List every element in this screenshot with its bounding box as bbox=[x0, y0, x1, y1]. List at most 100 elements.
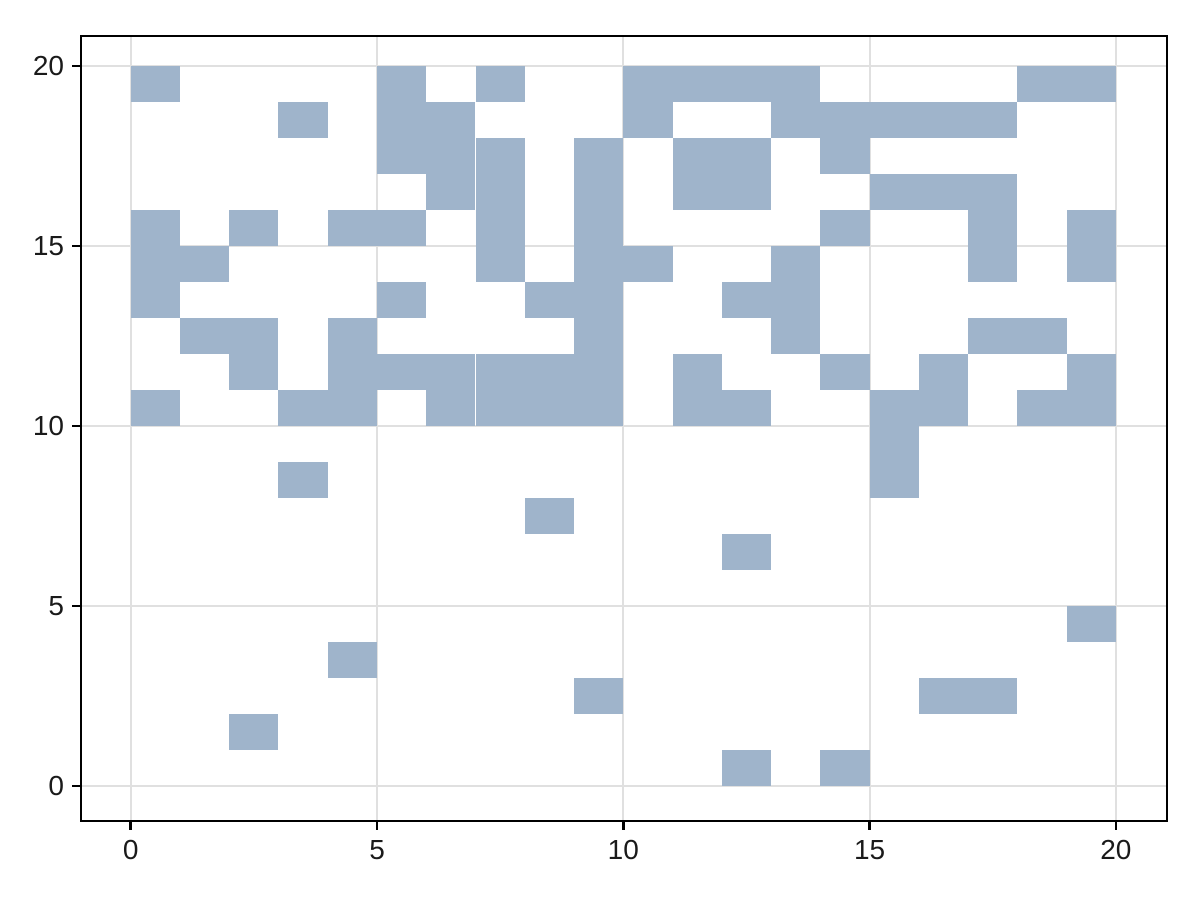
x-tick-mark bbox=[868, 822, 871, 830]
heatmap-cell bbox=[721, 137, 772, 174]
y-tick-label: 5 bbox=[48, 589, 64, 621]
x-tick-label: 20 bbox=[1100, 834, 1132, 865]
heatmap-cell bbox=[229, 353, 279, 390]
heatmap-cell bbox=[376, 353, 427, 390]
heatmap-cell bbox=[820, 209, 870, 246]
heatmap-cell bbox=[475, 389, 525, 426]
heatmap-cell bbox=[574, 281, 624, 318]
heatmap-cell bbox=[524, 389, 574, 426]
heatmap-cell bbox=[278, 101, 328, 138]
heatmap-cell bbox=[918, 389, 969, 426]
heatmap-cell bbox=[130, 65, 180, 102]
heatmap-cell bbox=[820, 137, 870, 174]
heatmap-cell bbox=[574, 677, 624, 714]
heatmap-cell bbox=[623, 245, 673, 282]
heatmap-cell bbox=[130, 389, 180, 426]
heatmap-cell bbox=[376, 209, 427, 246]
heatmap-cell bbox=[1066, 389, 1116, 426]
heatmap-cell bbox=[1017, 317, 1067, 354]
heatmap-cell bbox=[968, 245, 1018, 282]
heatmap-cell bbox=[869, 461, 919, 498]
heatmap-cell bbox=[376, 65, 427, 102]
heatmap-cell bbox=[278, 389, 328, 426]
heatmap-cell bbox=[1017, 65, 1067, 102]
heatmap-cell bbox=[426, 389, 476, 426]
heatmap-cell bbox=[524, 353, 574, 390]
gridline-vertical bbox=[375, 35, 378, 822]
x-tick-mark bbox=[622, 822, 625, 830]
heatmap-cell bbox=[327, 353, 377, 390]
heatmap-cell bbox=[721, 533, 772, 570]
heatmap-cell bbox=[574, 137, 624, 174]
heatmap-cell bbox=[968, 173, 1018, 210]
heatmap-cell bbox=[968, 317, 1018, 354]
heatmap-cell bbox=[771, 317, 821, 354]
heatmap-cell bbox=[327, 641, 377, 678]
heatmap-cell bbox=[918, 353, 969, 390]
heatmap-cell bbox=[130, 209, 180, 246]
x-tick-label: 15 bbox=[853, 834, 886, 865]
y-tick-mark bbox=[72, 784, 80, 788]
heatmap-cell bbox=[918, 173, 969, 210]
x-tick-mark bbox=[1114, 822, 1118, 830]
heatmap-cell bbox=[130, 281, 180, 318]
heatmap-cell bbox=[623, 65, 673, 102]
heatmap-cell bbox=[179, 245, 230, 282]
heatmap-cell bbox=[1066, 65, 1116, 102]
heatmap-cell bbox=[327, 209, 377, 246]
heatmap-cell bbox=[278, 461, 328, 498]
heatmap-cell bbox=[574, 317, 624, 354]
x-tick-label: 0 bbox=[122, 834, 139, 865]
y-tick-label: 20 bbox=[32, 49, 64, 81]
heatmap-cell bbox=[672, 137, 722, 174]
heatmap-cell bbox=[820, 353, 870, 390]
heatmap-cell bbox=[623, 101, 673, 138]
y-tick-label: 0 bbox=[48, 769, 64, 801]
heatmap-cell bbox=[1066, 245, 1116, 282]
heatmap-cell bbox=[672, 65, 722, 102]
heatmap-cell bbox=[869, 425, 919, 462]
heatmap-cell bbox=[869, 389, 919, 426]
gridline-horizontal bbox=[80, 784, 1168, 787]
heatmap-cell bbox=[130, 245, 180, 282]
heatmap-cell bbox=[179, 317, 230, 354]
y-tick-mark bbox=[72, 604, 80, 608]
heatmap-cell bbox=[721, 173, 772, 210]
heatmap-cell bbox=[376, 137, 427, 174]
heatmap-cell bbox=[820, 101, 870, 138]
heatmap-cell bbox=[771, 101, 821, 138]
heatmap-cell bbox=[771, 65, 821, 102]
heatmap-cell bbox=[327, 389, 377, 426]
heatmap-cell bbox=[229, 317, 279, 354]
heatmap-cell bbox=[574, 209, 624, 246]
heatmap-cell bbox=[574, 389, 624, 426]
x-tick-label: 5 bbox=[369, 834, 385, 865]
heatmap-cell bbox=[475, 245, 525, 282]
heatmap-cell bbox=[968, 209, 1018, 246]
heatmap-cell bbox=[771, 281, 821, 318]
gridline-vertical bbox=[129, 35, 132, 822]
heatmap-cell bbox=[918, 101, 969, 138]
plot-area bbox=[80, 35, 1168, 822]
heatmap-cell bbox=[524, 497, 574, 534]
heatmap-cell bbox=[1066, 353, 1116, 390]
y-tick-mark bbox=[72, 424, 80, 428]
heatmap-cell bbox=[229, 209, 279, 246]
heatmap-cell bbox=[475, 137, 525, 174]
heatmap-cell bbox=[869, 173, 919, 210]
x-tick-label: 10 bbox=[607, 834, 639, 865]
heatmap-cell bbox=[968, 101, 1018, 138]
heatmap-cell bbox=[376, 101, 427, 138]
heatmap-cell bbox=[574, 173, 624, 210]
heatmap-cell bbox=[426, 137, 476, 174]
heatmap-cell bbox=[574, 353, 624, 390]
heatmap-cell bbox=[475, 353, 525, 390]
heatmap-cell bbox=[475, 173, 525, 210]
heatmap-cell bbox=[721, 389, 772, 426]
heatmap-cell bbox=[820, 749, 870, 786]
heatmap-cell bbox=[672, 353, 722, 390]
gridline-horizontal bbox=[80, 424, 1168, 427]
heatmap-cell bbox=[968, 677, 1018, 714]
heatmap-cell bbox=[426, 353, 476, 390]
